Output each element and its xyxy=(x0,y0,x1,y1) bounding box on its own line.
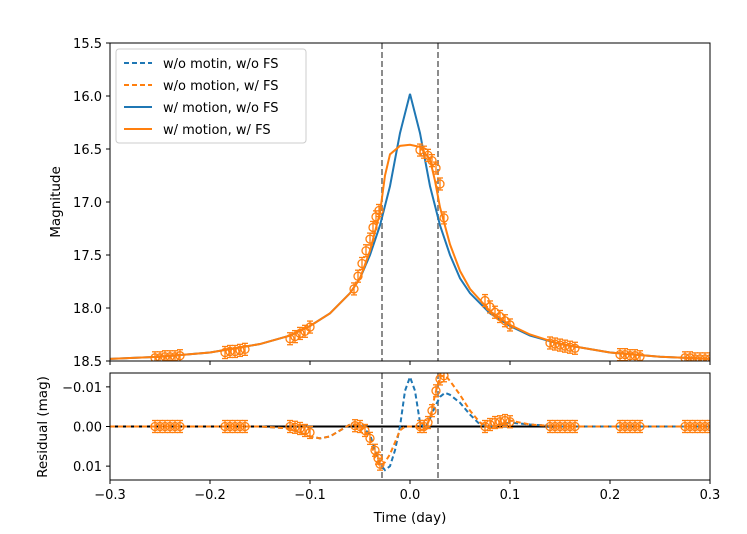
x-tick-label-3: 0.0 xyxy=(400,488,421,503)
x-tick-label-0: −0.3 xyxy=(94,488,126,503)
x-tick-label-6: 0.3 xyxy=(700,488,721,503)
residual-data-point-52-circle xyxy=(705,421,710,432)
legend-label-1: w/o motion, w/ FS xyxy=(163,79,279,94)
legend-label-0: w/o motin, w/o FS xyxy=(163,57,279,72)
bottom-y-axis-label: Residual (mag) xyxy=(35,376,51,478)
bottom-y-tick-label-1: 0.00 xyxy=(73,421,102,436)
legend: w/o motin, w/o FS w/o motion, w/ FS w/ mot… xyxy=(115,48,307,144)
bottom-y-tick-label-0: −0.01 xyxy=(62,381,102,396)
top-y-tick-label-3: 17.0 xyxy=(73,196,102,211)
legend-label-2: w/ motion, w/o FS xyxy=(163,101,279,116)
top-data-point-53-circle xyxy=(705,354,710,361)
top-y-axis-label: Magnitude xyxy=(48,166,64,238)
light-curve-panel: 15.5 16.0 16.5 17.0 17.5 18.0 18.5 w/o motin, w… xyxy=(73,37,711,370)
x-axis-label: Time (day) xyxy=(373,510,447,526)
top-y-tick-label-4: 17.5 xyxy=(73,249,102,264)
bottom-y-tick-label-2: 0.01 xyxy=(73,460,102,475)
top-series-line-1 xyxy=(110,143,710,360)
top-y-tick-label-5: 18.0 xyxy=(73,302,102,317)
top-y-tick-label-2: 16.5 xyxy=(73,143,102,158)
top-y-tick-label-6: 18.5 xyxy=(73,355,102,370)
residual-panel: −0.01 0.00 0.01 −0.3 −0.2 −0.1 0.0 0.1 0.2 0.3 xyxy=(62,372,721,503)
x-tick-label-5: 0.2 xyxy=(600,488,621,503)
legend-label-3: w/ motion, w/ FS xyxy=(163,123,271,138)
top-y-tick-label-1: 16.0 xyxy=(73,90,102,105)
x-tick-label-1: −0.2 xyxy=(194,488,226,503)
x-tick-label-4: 0.1 xyxy=(500,488,521,503)
x-tick-label-2: −0.1 xyxy=(294,488,326,503)
legend-frame xyxy=(115,48,307,144)
top-y-tick-label-0: 15.5 xyxy=(73,37,102,52)
